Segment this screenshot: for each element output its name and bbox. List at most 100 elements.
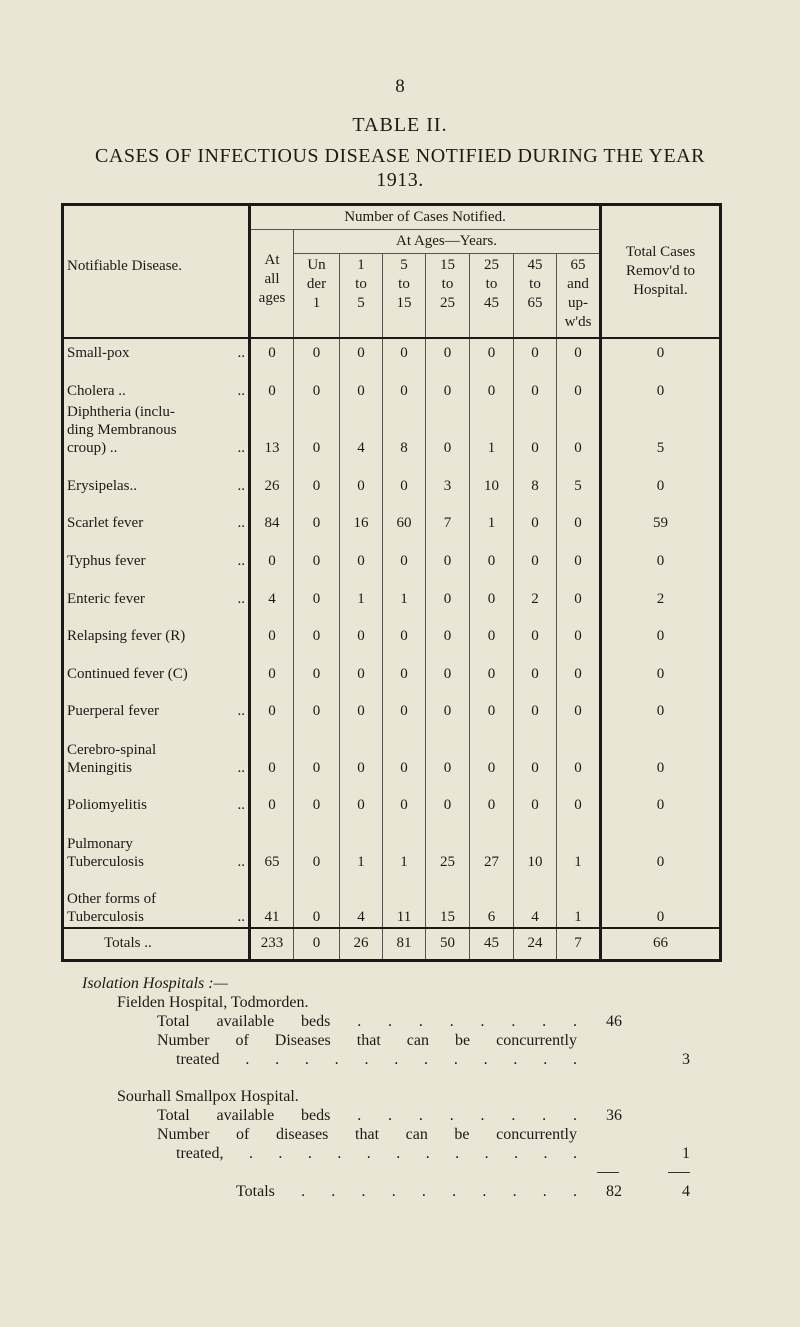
cell-value: 0: [293, 777, 340, 815]
cell-value: 41: [248, 871, 294, 928]
cell-value: 0: [513, 337, 557, 363]
disease-name: Enteric fever: [67, 590, 145, 607]
cell-value: 0: [293, 457, 340, 496]
cell-value: 0: [425, 777, 470, 815]
header-age-col: 15 to 25: [425, 253, 470, 338]
cell-value: 0: [469, 337, 514, 363]
cell-value: 0: [600, 645, 723, 684]
cell-value: 16: [339, 495, 383, 533]
leader-dots: ..: [237, 552, 246, 569]
total-value: 81: [382, 926, 426, 962]
table-row: Other forms of Tuberculosis.. 41 0 4 11 15 6 4 1…: [61, 871, 723, 928]
cell-value: 0: [555, 777, 603, 815]
totals-diseases: 4: [682, 1183, 690, 1200]
header-age-col: 5 to 15: [382, 253, 426, 338]
cell-value: 0: [555, 720, 603, 778]
sourhall-name: Sourhall Smallpox Hospital.: [117, 1088, 299, 1105]
cell-value: 0: [293, 495, 340, 533]
cell-value: 0: [293, 532, 340, 571]
disease-name: Scarlet fever: [67, 514, 144, 531]
cell-value: 0: [600, 720, 723, 778]
total-value: 24: [513, 926, 557, 962]
page-number: 8: [395, 76, 405, 97]
cell-value: 0: [293, 814, 340, 872]
cell-value: 0: [425, 337, 470, 363]
leader-dots: ..: [237, 759, 246, 776]
cell-value: 1: [382, 814, 426, 872]
cell-value: 11: [382, 871, 426, 928]
cell-value: 26: [248, 457, 294, 496]
cell-value: 0: [382, 683, 426, 721]
table-row: Relapsing fever (R) 0 0 0 0 0 0 0 0 0: [61, 608, 723, 646]
cell-value: 0: [382, 645, 426, 684]
table-row: Cholera .... 0 0 0 0 0 0 0 0 0: [61, 362, 723, 401]
cell-value: 0: [425, 362, 470, 401]
cell-value: 1: [339, 570, 383, 609]
total-value: 50: [425, 926, 470, 962]
cell-value: 5: [555, 457, 603, 496]
cell-value: 6: [469, 871, 514, 928]
header-age-col: Un der 1: [293, 253, 340, 338]
infectious-disease-table: Notifiable Disease. Number of Cases Noti…: [61, 203, 723, 962]
leader-dots: ..: [237, 344, 246, 361]
disease-name: Small-pox: [67, 344, 130, 361]
cell-value: 59: [600, 495, 723, 533]
cell-value: 1: [382, 570, 426, 609]
table-row: Poliomyelitis.. 0 0 0 0 0 0 0 0 0: [61, 777, 723, 815]
cell-value: 0: [248, 362, 294, 401]
cell-value: 0: [293, 362, 340, 401]
total-value: 233: [248, 926, 294, 962]
cell-value: 1: [555, 814, 603, 872]
leader-dots: ..: [237, 590, 246, 607]
sourhall-beds-label: Total available beds . . . . . . . .: [157, 1107, 577, 1124]
cell-value: 0: [469, 608, 514, 646]
cell-value: 0: [469, 570, 514, 609]
table-title: TABLE II.: [352, 114, 448, 136]
cell-value: 15: [425, 871, 470, 928]
cell-value: 7: [425, 495, 470, 533]
table-row: Cerebro-spinal Meningitis.. 0 0 0 0 0 0 0 0 0: [61, 720, 723, 778]
cell-value: 2: [600, 570, 723, 609]
fielden-diseases-label: Number of Diseases that can be concurren…: [157, 1032, 577, 1049]
leader-dots: ..: [237, 702, 246, 719]
cell-value: 0: [469, 683, 514, 721]
cell-value: 0: [555, 570, 603, 609]
cell-value: 0: [248, 532, 294, 571]
total-value: 66: [600, 926, 723, 962]
cell-value: 0: [600, 457, 723, 496]
fielden-name: Fielden Hospital, Todmorden.: [117, 994, 309, 1011]
leader-dots: ..: [237, 382, 246, 399]
total-value: 0: [293, 926, 340, 962]
cell-value: 5: [600, 400, 723, 458]
disease-name: Diphtheria (inclu- ding Membranous croup…: [67, 403, 177, 456]
cell-value: 0: [513, 400, 557, 458]
cell-value: 8: [382, 400, 426, 458]
total-value: 7: [555, 926, 603, 962]
totals-row: Totals .. 233 0 26 81 50 45 24 7 66: [61, 926, 723, 962]
cell-value: 4: [339, 871, 383, 928]
cell-value: 0: [339, 337, 383, 363]
cell-value: 0: [293, 337, 340, 363]
cell-value: 0: [555, 683, 603, 721]
cell-value: 0: [425, 570, 470, 609]
cell-value: 0: [555, 495, 603, 533]
total-value: 45: [469, 926, 514, 962]
disease-name: Erysipelas..: [67, 477, 137, 494]
cell-value: 65: [248, 814, 294, 872]
cell-value: 0: [513, 683, 557, 721]
cell-value: 8: [513, 457, 557, 496]
cell-value: 0: [248, 720, 294, 778]
cell-value: 0: [339, 532, 383, 571]
cell-value: 60: [382, 495, 426, 533]
cell-value: 2: [513, 570, 557, 609]
cell-value: 0: [600, 337, 723, 363]
sourhall-diseases-label: Number of diseases that can be concurren…: [157, 1126, 577, 1143]
cell-value: 0: [600, 683, 723, 721]
table-row: Small-pox.. 0 0 0 0 0 0 0 0 0: [61, 337, 723, 363]
table-row: Enteric fever.. 4 0 1 1 0 0 2 0 2: [61, 570, 723, 609]
table-row: Scarlet fever.. 84 0 16 60 7 1 0 0 59: [61, 495, 723, 533]
table-row: Typhus fever.. 0 0 0 0 0 0 0 0 0: [61, 532, 723, 571]
cell-value: 25: [425, 814, 470, 872]
